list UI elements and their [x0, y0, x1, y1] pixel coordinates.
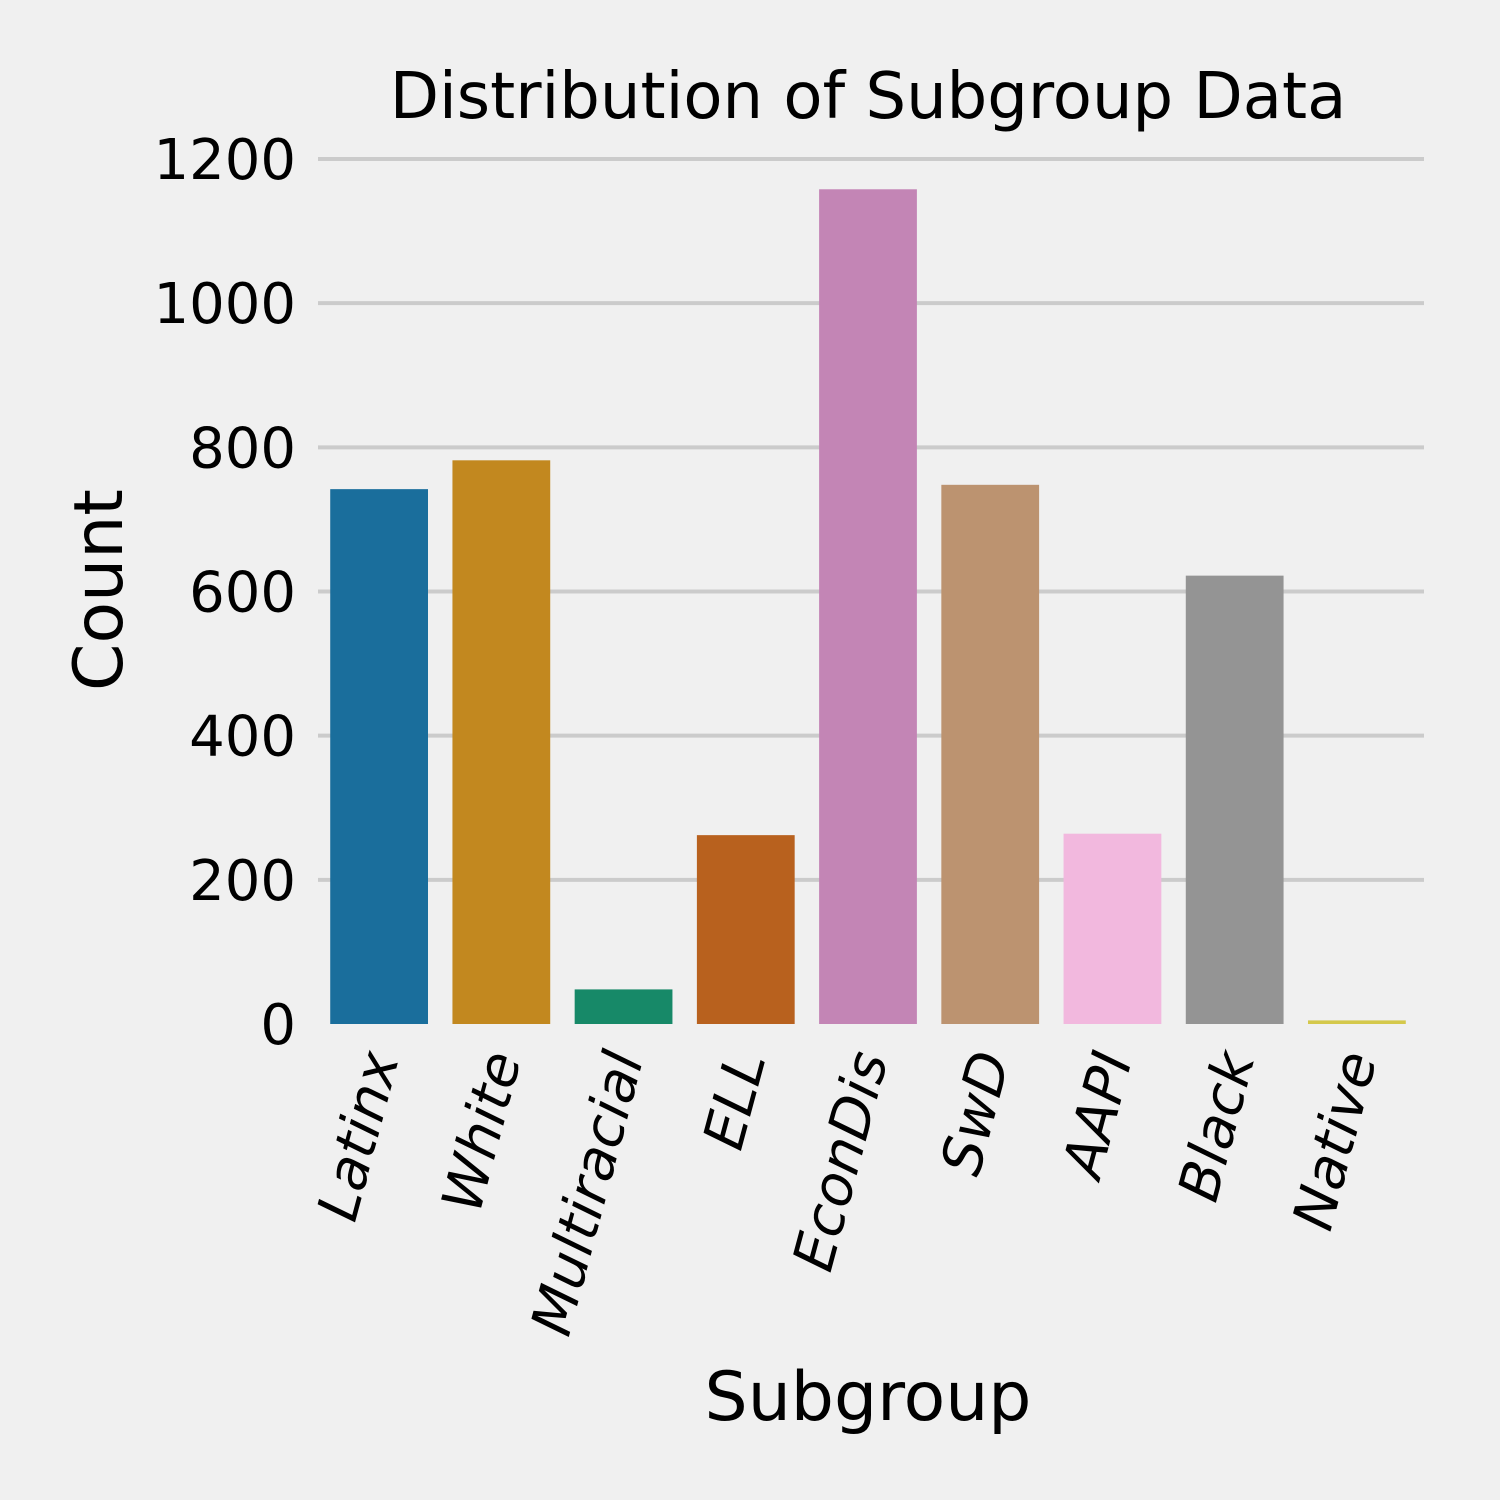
- y-axis-label: Count: [60, 489, 139, 691]
- bar-ell: [696, 835, 795, 1024]
- bar-econdis: [819, 189, 917, 1024]
- bar-swd: [941, 484, 1040, 1025]
- x-tick-label: ELL: [691, 1045, 779, 1156]
- x-tick-label: AAPI: [1050, 1045, 1146, 1187]
- bar-native: [1308, 1020, 1406, 1024]
- x-tick-label: EconDis: [781, 1045, 902, 1278]
- x-tick-label: Multiracial: [519, 1044, 657, 1342]
- y-tick-label: 1000: [153, 272, 296, 337]
- bar-aapi: [1063, 833, 1162, 1024]
- x-tick-label: Native: [1281, 1045, 1391, 1237]
- chart-title: Distribution of Subgroup Data: [390, 60, 1347, 134]
- bar-latinx: [330, 489, 428, 1024]
- x-tick-label: White: [430, 1045, 535, 1219]
- bars: [330, 189, 1406, 1025]
- y-tick-label: 200: [189, 849, 296, 914]
- y-tick-label: 400: [189, 705, 296, 770]
- y-tick-label: 1200: [153, 128, 296, 193]
- y-tick-label: 0: [260, 993, 296, 1058]
- bar-white: [452, 460, 551, 1024]
- x-tick-label: Latinx: [305, 1044, 412, 1227]
- bar-multiracial: [574, 989, 673, 1024]
- x-axis-label: Subgroup: [705, 1358, 1032, 1437]
- bar-black: [1185, 575, 1284, 1024]
- y-tick-labels: 0 200 400 600 800 1000 1200: [153, 128, 296, 1058]
- y-tick-label: 600: [189, 561, 296, 626]
- x-tick-label: SwD: [929, 1045, 1024, 1182]
- x-tick-label: Black: [1166, 1042, 1269, 1208]
- y-tick-label: 800: [189, 416, 296, 481]
